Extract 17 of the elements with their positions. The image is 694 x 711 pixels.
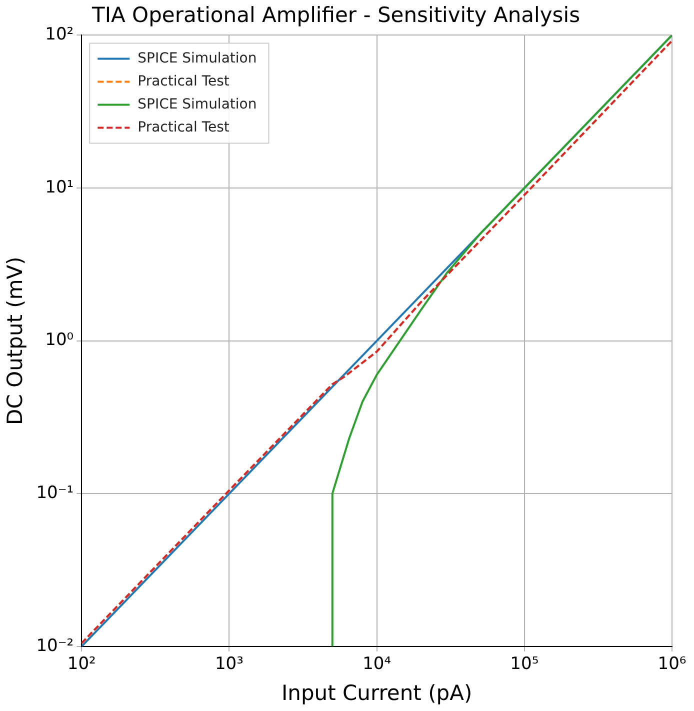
legend-label: SPICE Simulation — [138, 50, 257, 66]
x-tick-label: 10² — [67, 654, 96, 674]
y-tick-label: 10⁰ — [45, 330, 74, 350]
x-tick-label: 10³ — [214, 654, 244, 674]
y-tick-label: 10⁻² — [36, 636, 74, 656]
y-tick-label: 10² — [45, 24, 74, 45]
chart-title: TIA Operational Amplifier - Sensitivity Analysis — [90, 3, 580, 28]
x-tick-label: 10⁵ — [510, 654, 539, 674]
legend-label: SPICE Simulation — [138, 96, 257, 112]
x-tick-label: 10⁶ — [658, 654, 686, 674]
y-tick-label: 10¹ — [45, 177, 74, 198]
legend-label: Practical Test — [138, 73, 230, 90]
y-tick-label: 10⁻¹ — [36, 483, 74, 504]
legend-label: Practical Test — [138, 119, 230, 136]
x-axis-title: Input Current (pA) — [281, 680, 472, 705]
x-tick-label: 10⁴ — [362, 654, 392, 674]
y-axis-title: DC Output (mV) — [3, 256, 28, 425]
